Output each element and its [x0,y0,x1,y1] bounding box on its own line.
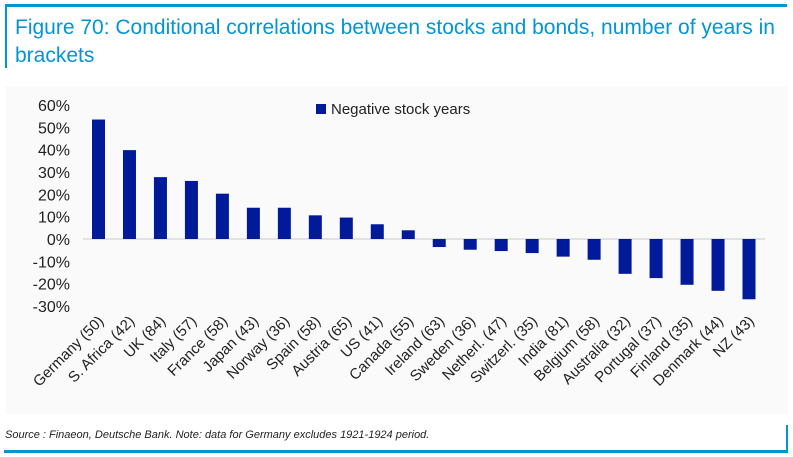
source-note: Source : Finaeon, Deutsche Bank. Note: d… [5,429,430,441]
y-tick-label: 10% [38,210,70,227]
bar [649,239,663,279]
y-tick-label: 60% [38,98,70,115]
bar [370,224,384,239]
bar [215,193,229,239]
bar [122,150,136,239]
y-tick-label: 20% [38,187,70,204]
bar [432,239,446,248]
bar [556,239,570,257]
y-tick-label: 0% [47,232,70,249]
y-tick-label: -20% [33,277,70,294]
y-tick-label: 50% [38,120,70,137]
bar [246,207,260,239]
y-tick-label: 30% [38,165,70,182]
bar [308,215,322,239]
bar [525,239,539,254]
bar [680,239,694,285]
bar [494,239,508,252]
bar [463,239,477,250]
legend-swatch [316,104,326,114]
bar [401,230,415,239]
y-tick-label: 40% [38,143,70,160]
bar [339,217,353,239]
bar [277,207,291,239]
top-border [6,4,787,7]
y-tick-label: -30% [33,299,70,316]
figure-title: Figure 70: Conditional correlations betw… [15,16,775,67]
bar [92,119,105,239]
legend-label: Negative stock years [331,101,470,118]
bar [587,239,601,260]
left-border [5,4,7,68]
y-tick-label: -10% [33,254,70,271]
bar [184,180,198,239]
bar [711,239,725,291]
bar [153,177,167,239]
bar [618,239,632,274]
right-border [786,425,788,453]
bar [742,239,756,300]
bottom-border [4,450,788,453]
